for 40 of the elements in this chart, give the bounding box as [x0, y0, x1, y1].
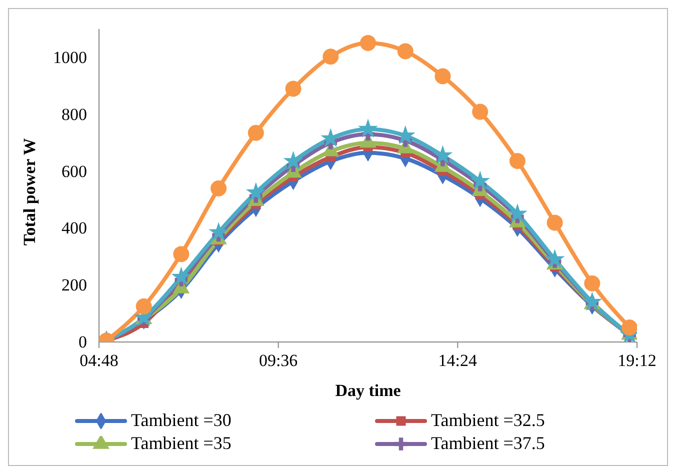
point [285, 80, 302, 97]
x-axis-title: Day time [335, 381, 402, 400]
point [358, 118, 378, 138]
point [246, 182, 266, 202]
legend-label: Tambient =30 [131, 409, 232, 432]
point [582, 292, 602, 311]
point [507, 203, 528, 222]
y-tick-label: 200 [62, 276, 87, 295]
point [248, 124, 264, 141]
point [432, 145, 453, 164]
y-tick-label: 1000 [53, 48, 87, 67]
y-axis-title: Total power W [20, 138, 40, 246]
point [360, 34, 376, 51]
point [173, 246, 190, 262]
point [210, 180, 227, 196]
point [136, 298, 152, 314]
point [584, 275, 600, 292]
point [283, 150, 304, 170]
point [322, 48, 339, 65]
point [434, 68, 451, 84]
x-tick-label: 14:24 [438, 351, 478, 370]
y-tick-label: 600 [62, 162, 87, 181]
point [472, 104, 488, 120]
x-tick-label: 09:36 [258, 351, 298, 370]
x-tick-label: 04:48 [80, 351, 118, 370]
legend-label: Tambient =37.5 [431, 432, 545, 455]
x-tick-label: 19:12 [618, 351, 656, 370]
legend-label: Tambient =35 [131, 432, 232, 455]
point [397, 43, 414, 60]
point [622, 320, 637, 336]
legend-label: Tambient =32.5 [431, 409, 545, 432]
y-tick-label: 400 [62, 218, 87, 238]
y-tick-label: 0 [78, 332, 87, 352]
point [208, 222, 229, 241]
y-tick-label: 800 [62, 104, 87, 124]
point [546, 214, 563, 231]
point [544, 249, 565, 268]
point [171, 266, 192, 286]
point [509, 153, 526, 170]
point [470, 170, 490, 190]
